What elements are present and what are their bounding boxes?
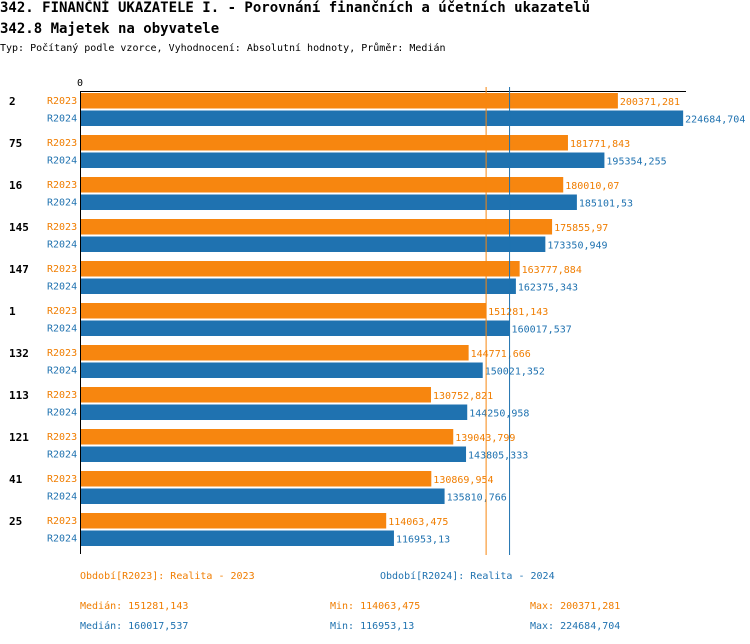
series-label: R2024 <box>47 450 77 461</box>
value-label: 130752,821 <box>433 391 493 402</box>
series-label: R2023 <box>47 96 77 107</box>
bar-r2024 <box>80 362 483 378</box>
series-label: R2024 <box>47 114 77 125</box>
value-label: 175855,97 <box>554 223 608 234</box>
median-r2024: Medián: 160017,537 <box>80 621 189 632</box>
series-label: R2023 <box>47 474 77 485</box>
category-label: 75 <box>9 137 22 150</box>
category-label: 41 <box>9 473 23 486</box>
value-label: 151281,143 <box>488 307 548 318</box>
category-label: 121 <box>9 431 29 444</box>
bar-r2023 <box>80 387 431 403</box>
page-meta: Typ: Počítaný podle vzorce, Vyhodnocení:… <box>0 43 446 54</box>
bar-r2024 <box>80 110 684 126</box>
value-label: 116953,13 <box>396 535 450 546</box>
bar-r2023 <box>80 219 553 235</box>
series-label: R2023 <box>47 432 77 443</box>
series-label: R2024 <box>47 198 77 209</box>
value-label: 144250,958 <box>469 409 529 420</box>
series-label: R2023 <box>47 138 77 149</box>
bar-r2024 <box>80 236 546 252</box>
bar-r2023 <box>80 177 564 193</box>
bar-r2023 <box>80 429 454 445</box>
value-label: 181771,843 <box>570 139 630 150</box>
series-label: R2024 <box>47 408 77 419</box>
bar-r2023 <box>80 303 487 319</box>
bar-r2024 <box>80 278 516 294</box>
bar-r2023 <box>80 345 469 361</box>
bar-r2023 <box>80 513 387 529</box>
category-label: 1 <box>9 305 16 318</box>
bar-r2023 <box>80 93 618 109</box>
bar-r2023 <box>80 261 520 277</box>
series-label: R2023 <box>47 264 77 275</box>
value-label: 163777,884 <box>522 265 582 276</box>
max-r2024: Max: 224684,704 <box>530 621 621 632</box>
series-label: R2023 <box>47 390 77 401</box>
series-label: R2023 <box>47 306 77 317</box>
page-title: 342. FINANČNÍ UKAZATELE I. - Porovnání f… <box>0 0 591 16</box>
series-label: R2024 <box>47 324 77 335</box>
value-label: 139043,799 <box>455 433 515 444</box>
value-label: 173350,949 <box>547 241 607 252</box>
category-label: 132 <box>9 347 29 360</box>
series-label: R2023 <box>47 222 77 233</box>
value-label: 180010,07 <box>565 181 619 192</box>
value-label: 143805,333 <box>468 451 528 462</box>
category-label: 113 <box>9 389 29 402</box>
value-label: 224684,704 <box>685 115 745 126</box>
value-label: 200371,281 <box>620 97 680 108</box>
median-r2023: Medián: 151281,143 <box>80 601 189 612</box>
value-label: 185101,53 <box>579 199 633 210</box>
series-label: R2024 <box>47 366 77 377</box>
value-label: 130869,954 <box>433 475 493 486</box>
legend-r2023: Období[R2023]: Realita - 2023 <box>80 571 255 582</box>
category-label: 145 <box>9 221 29 234</box>
min-r2024: Min: 116953,13 <box>330 621 415 632</box>
value-label: 160017,537 <box>512 325 572 336</box>
series-label: R2024 <box>47 282 77 293</box>
category-label: 25 <box>9 515 22 528</box>
max-r2023: Max: 200371,281 <box>530 601 621 612</box>
bar-r2024 <box>80 320 510 336</box>
value-label: 150021,352 <box>485 367 545 378</box>
category-label: 2 <box>9 95 16 108</box>
value-label: 144771,666 <box>471 349 531 360</box>
min-r2023: Min: 114063,475 <box>330 601 421 612</box>
value-label: 195354,255 <box>606 157 666 168</box>
bar-r2024 <box>80 530 394 546</box>
bar-r2024 <box>80 488 445 504</box>
bar-r2024 <box>80 404 468 420</box>
page-subtitle: 342.8 Majetek na obyvatele <box>0 21 220 37</box>
category-label: 147 <box>9 263 29 276</box>
series-label: R2023 <box>47 348 77 359</box>
bar-r2024 <box>80 194 577 210</box>
series-label: R2024 <box>47 492 77 503</box>
value-label: 135810,766 <box>447 493 507 504</box>
bar-r2023 <box>80 471 432 487</box>
value-label: 114063,475 <box>388 517 448 528</box>
series-label: R2024 <box>47 156 77 167</box>
series-label: R2023 <box>47 180 77 191</box>
bar-r2024 <box>80 446 467 462</box>
category-label: 16 <box>9 179 23 192</box>
value-label: 162375,343 <box>518 283 578 294</box>
series-label: R2023 <box>47 516 77 527</box>
bar-r2023 <box>80 135 568 151</box>
legend-r2024: Období[R2024]: Realita - 2024 <box>380 571 555 582</box>
bar-r2024 <box>80 152 605 168</box>
axis-zero-label: 0 <box>77 78 83 89</box>
series-label: R2024 <box>47 534 77 545</box>
series-label: R2024 <box>47 240 77 251</box>
